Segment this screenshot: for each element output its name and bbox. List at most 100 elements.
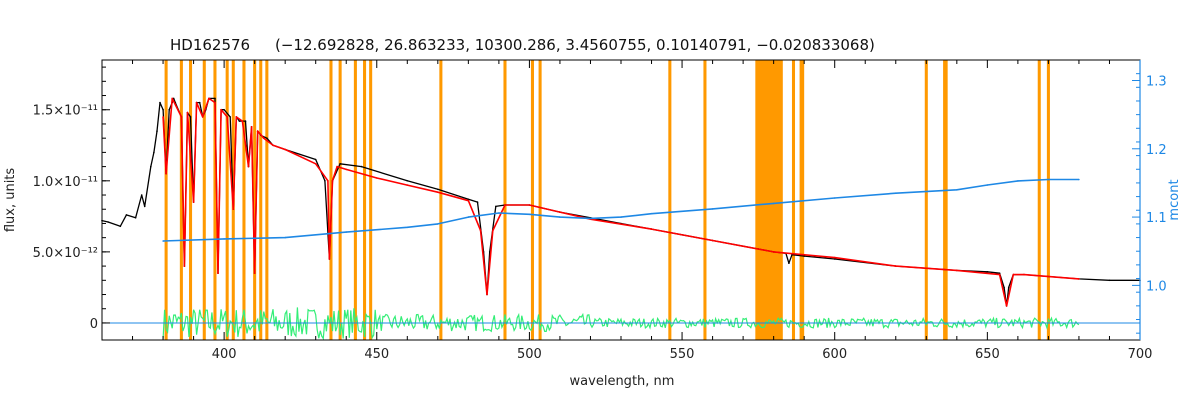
series-0-point-78 xyxy=(1003,286,1005,289)
series-1-point-16 xyxy=(241,120,244,122)
right-axis-title: mcont xyxy=(1167,179,1182,220)
x-tick-label: 650 xyxy=(975,347,1000,362)
series-1-point-11 xyxy=(217,272,219,275)
series-0-point-10 xyxy=(159,101,161,104)
series-0-point-77 xyxy=(998,272,1001,275)
series-0-point-2 xyxy=(119,225,122,228)
series-0-point-11 xyxy=(162,108,164,111)
series-1-point-20 xyxy=(256,130,259,132)
series-1-point-14 xyxy=(232,208,235,210)
series-2-point-12 xyxy=(650,212,653,215)
chart-title: HD162576 xyxy=(170,36,250,54)
x-tick-label: 400 xyxy=(212,347,237,362)
series-0-point-4 xyxy=(134,217,137,219)
chart-subtitle: (−12.692828, 26.863233, 10300.286, 3.456… xyxy=(275,36,875,54)
series-2-point-11 xyxy=(620,216,622,218)
masked-band-17 xyxy=(503,60,507,340)
series-2-point-8 xyxy=(528,213,531,216)
series-1-point-8 xyxy=(201,116,204,118)
series-1-point-3 xyxy=(180,116,183,118)
series-0-point-35 xyxy=(244,120,247,122)
series-1-point-34 xyxy=(479,229,482,232)
masked-band-16 xyxy=(439,60,443,340)
masked-band-2 xyxy=(189,60,193,340)
series-2-point-3 xyxy=(345,231,348,233)
masked-band-15 xyxy=(369,60,373,340)
axes-layer: 400 450 500 550 600 650 700 0 5.0×10⁻¹² 1.0×10⁻¹¹… xyxy=(33,59,1167,362)
series-1-point-33 xyxy=(467,199,470,202)
series-0-point-52 xyxy=(467,198,470,201)
series-0-point-76 xyxy=(986,271,989,273)
series-1-point-31 xyxy=(406,184,409,186)
series-2-point-20 xyxy=(1047,178,1050,181)
y2-tick-label: 1.2 xyxy=(1146,143,1167,158)
series-0-point-57 xyxy=(495,205,497,208)
series-2-point-2 xyxy=(284,236,287,239)
masked-band-5 xyxy=(225,60,229,340)
masked-band-3 xyxy=(202,60,206,340)
series-0-point-80 xyxy=(1007,286,1010,289)
series-1-point-0 xyxy=(162,116,164,118)
y2-tick-label: 1.1 xyxy=(1146,211,1167,226)
series-1-point-12 xyxy=(220,108,222,111)
series-1-point-13 xyxy=(226,116,228,118)
series-0-point-45 xyxy=(324,180,326,182)
x-tick-label: 700 xyxy=(1128,347,1153,362)
series-1-point-24 xyxy=(314,163,317,165)
series-0-point-34 xyxy=(238,120,241,122)
masked-band-13 xyxy=(353,60,357,340)
series-2-point-13 xyxy=(711,208,714,210)
x-tick-label: 450 xyxy=(364,347,389,362)
series-1-point-44 xyxy=(833,256,836,259)
series-1-point-7 xyxy=(195,101,198,104)
masked-band-28 xyxy=(1046,60,1050,340)
series-line-0 xyxy=(101,97,1140,307)
series-0-point-70 xyxy=(788,262,790,265)
series-2-point-16 xyxy=(895,192,897,194)
masked-band-14 xyxy=(363,60,367,340)
series-2-point-6 xyxy=(467,216,470,218)
masked-band-19 xyxy=(538,60,542,340)
series-2-point-4 xyxy=(406,226,409,229)
masked-band-26 xyxy=(943,60,948,340)
series-0-point-50 xyxy=(406,180,409,182)
series-2-point-21 xyxy=(1078,178,1080,181)
series-2-point-14 xyxy=(772,202,775,205)
series-1-point-42 xyxy=(711,239,714,242)
series-0-point-1 xyxy=(107,221,109,223)
series-0-point-49 xyxy=(360,165,363,168)
x-tick-label: 600 xyxy=(822,347,847,362)
series-1-point-29 xyxy=(345,168,348,171)
residual-line xyxy=(162,307,1080,341)
series-1-point-45 xyxy=(895,265,897,267)
series-1-point-1 xyxy=(165,172,167,175)
series-1-point-18 xyxy=(250,126,253,128)
series-1-point-27 xyxy=(331,180,334,182)
series-1-point-46 xyxy=(956,269,958,272)
plot-frame xyxy=(101,59,1141,341)
series-1-point-39 xyxy=(559,211,561,213)
masked-band-12 xyxy=(338,60,342,340)
series-0-point-72 xyxy=(803,255,805,257)
masked-band-7 xyxy=(242,60,246,340)
series-1-point-51 xyxy=(1078,278,1080,280)
series-1-point-22 xyxy=(272,144,274,147)
series-2-point-7 xyxy=(498,212,500,214)
x-axis-title: wavelength, nm xyxy=(570,374,675,389)
series-1-point-38 xyxy=(528,204,531,206)
series-0-point-13 xyxy=(168,108,170,111)
series-1-point-36 xyxy=(492,229,494,232)
series-2-point-10 xyxy=(589,217,592,220)
series-1-point-49 xyxy=(1012,273,1015,276)
masked-band-25 xyxy=(924,60,928,340)
series-0-point-84 xyxy=(1108,279,1111,282)
series-1-point-19 xyxy=(253,272,256,275)
y2-tick-label: 1.3 xyxy=(1146,74,1167,89)
series-0-point-15 xyxy=(172,97,175,100)
series-1-point-26 xyxy=(328,258,331,260)
series-1-point-48 xyxy=(1005,305,1008,307)
series-0-point-6 xyxy=(143,205,146,208)
series-1-point-32 xyxy=(437,191,439,193)
masked-band-27 xyxy=(1037,60,1041,340)
